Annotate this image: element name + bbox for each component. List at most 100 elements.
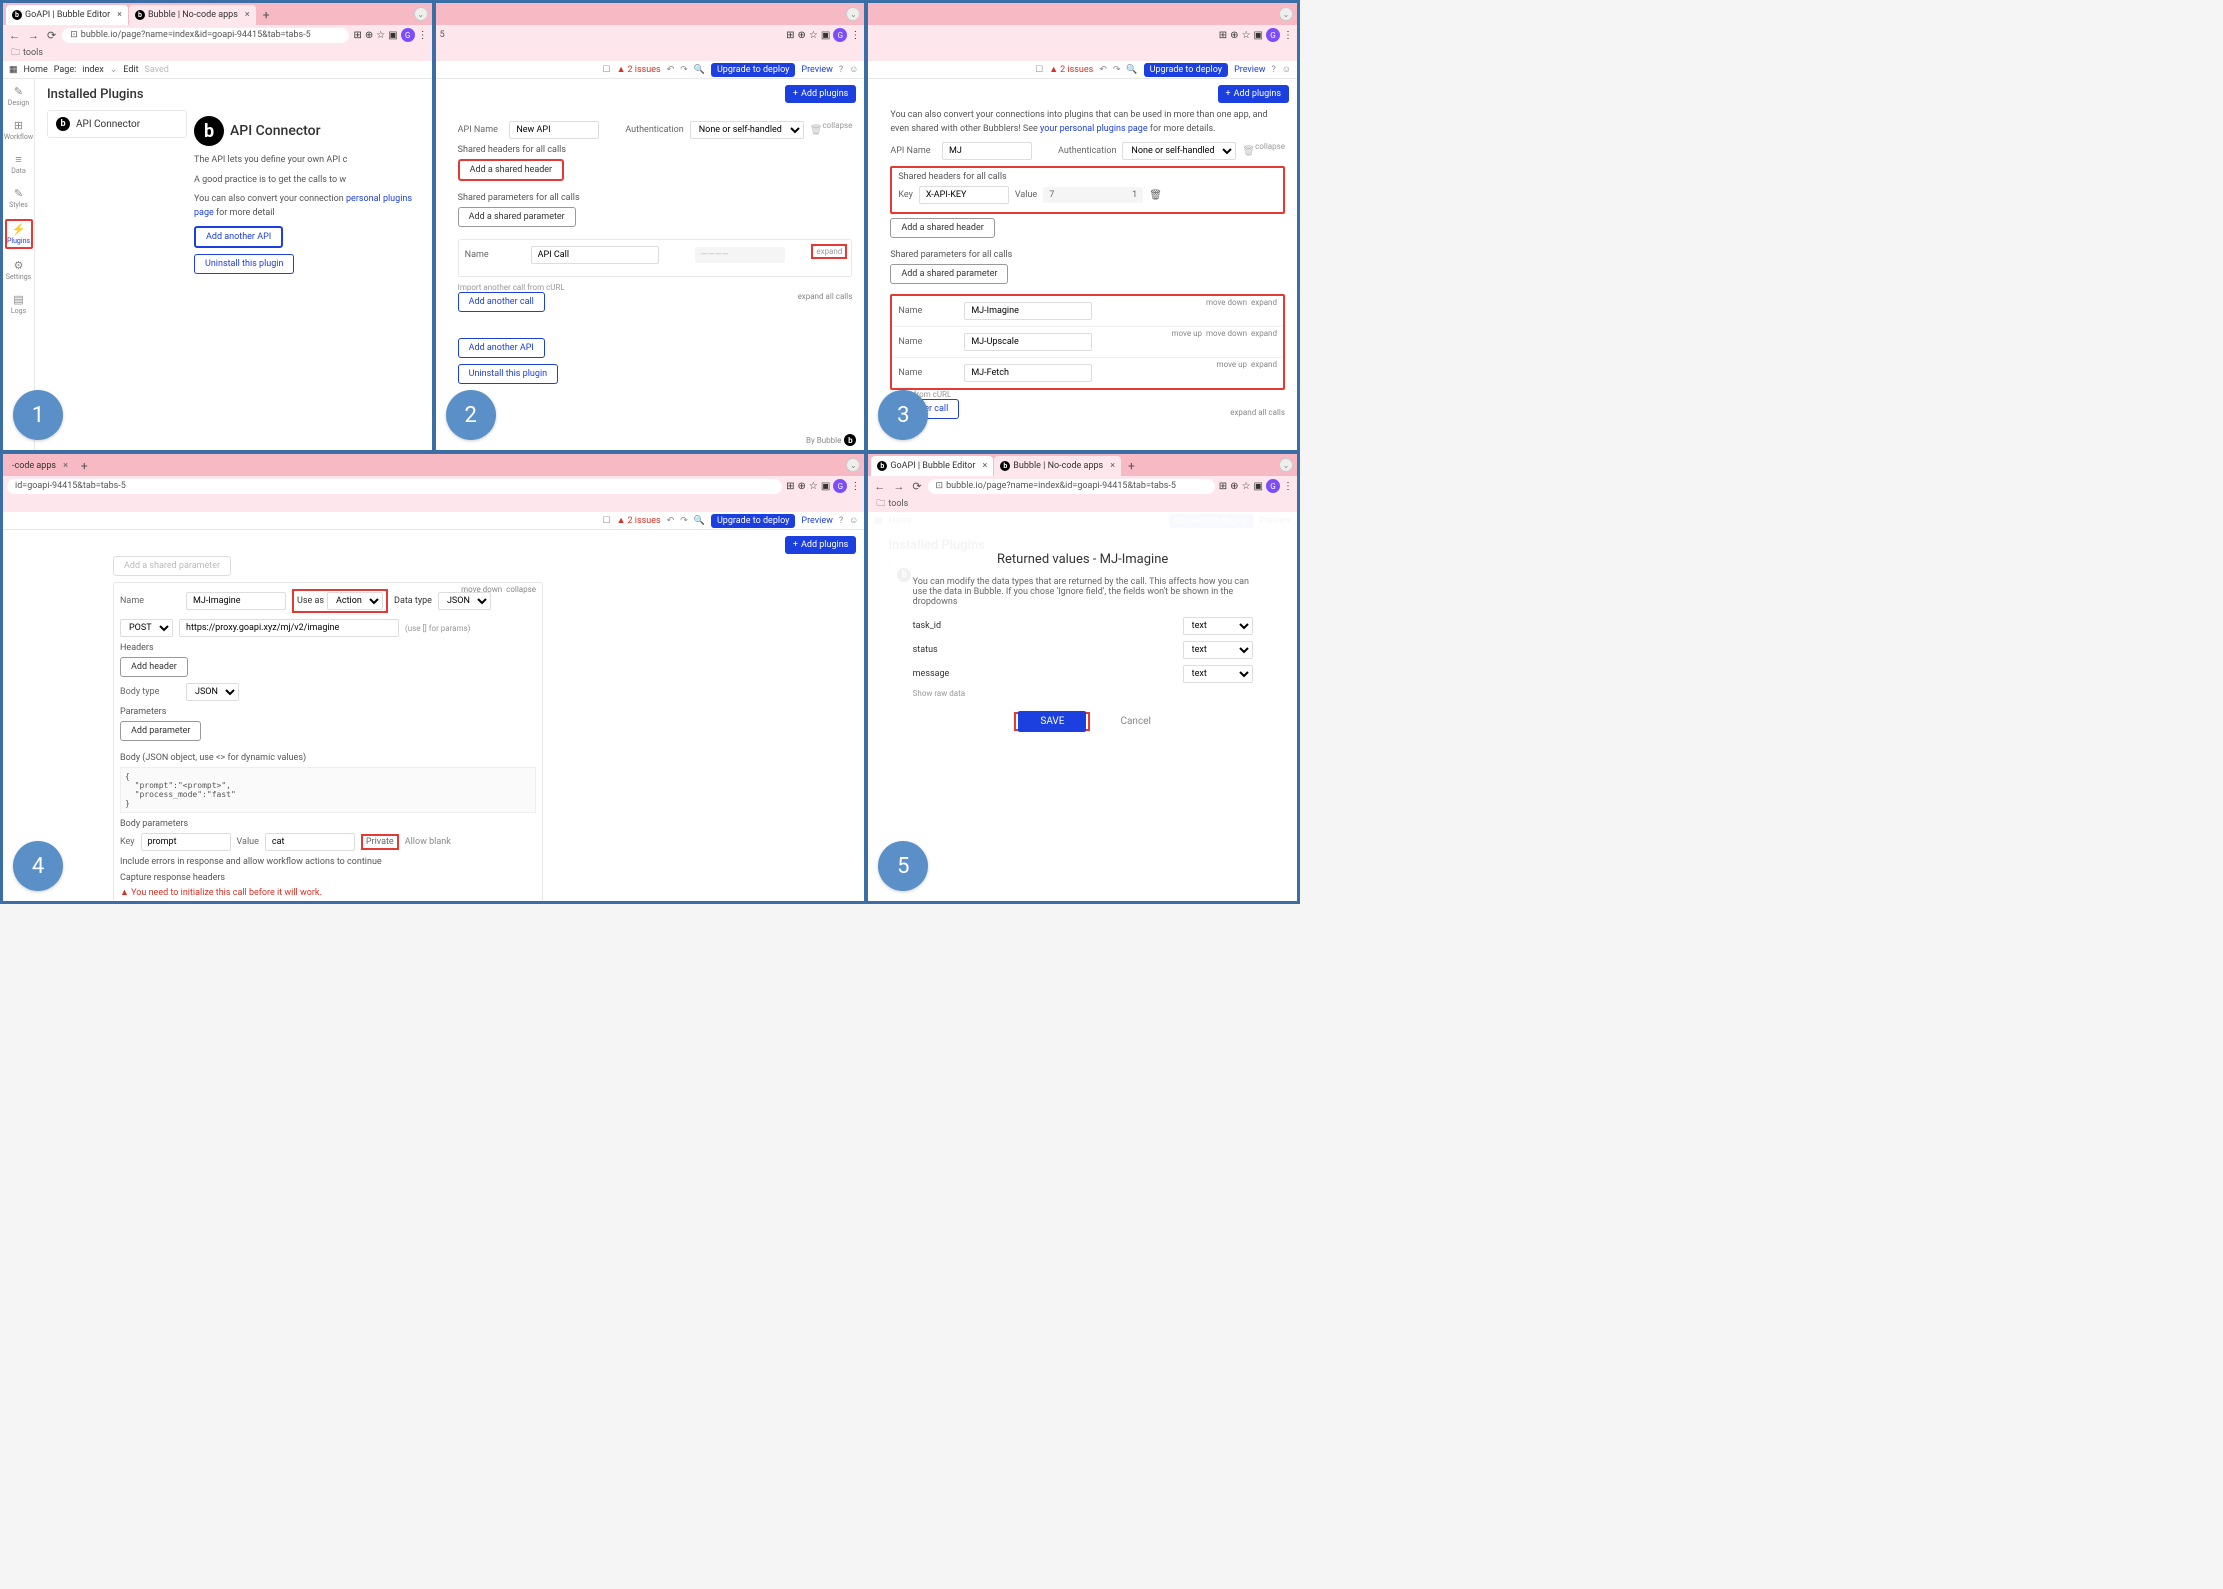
add-header-button[interactable]: Add header xyxy=(120,657,188,677)
close-icon[interactable]: × xyxy=(117,10,122,20)
method-select[interactable]: POST xyxy=(120,619,173,637)
forward-icon[interactable]: → xyxy=(26,29,41,42)
search-icon[interactable]: 🔍 xyxy=(694,516,705,526)
private-checkbox[interactable]: Private xyxy=(361,834,399,850)
menu-icon[interactable]: ⋮ xyxy=(1283,481,1293,492)
uninstall-button[interactable]: Uninstall this plugin xyxy=(458,364,558,384)
search-icon[interactable]: 🔍 xyxy=(694,65,705,75)
window-min-icon[interactable]: ⌄ xyxy=(1279,7,1293,21)
plugin-card[interactable]: b API Connector xyxy=(47,110,187,138)
puzzle-icon[interactable]: ▣ xyxy=(1254,30,1263,41)
sidebar-data[interactable]: ≡Data xyxy=(5,151,33,177)
body-type-select[interactable]: JSON xyxy=(186,683,239,701)
preview-button[interactable]: Preview xyxy=(1234,65,1265,75)
close-icon[interactable]: × xyxy=(63,461,68,471)
browser-tab[interactable]: b Bubble | No-code apps × xyxy=(994,456,1121,476)
plugins-page-link[interactable]: your personal plugins page xyxy=(1040,124,1148,134)
zoom-icon[interactable]: ⊕ xyxy=(1230,30,1238,41)
deploy-button[interactable]: Upgrade to deploy xyxy=(711,63,795,77)
trash-icon[interactable]: 🗑 xyxy=(1149,190,1162,201)
use-as-select[interactable]: Action xyxy=(327,592,383,610)
deploy-button[interactable]: Upgrade to deploy xyxy=(711,514,795,528)
move-down-link[interactable]: move down xyxy=(1206,329,1247,338)
new-tab-button[interactable]: + xyxy=(257,5,276,25)
sidebar-settings[interactable]: ⚙Settings xyxy=(5,257,33,283)
extension-icon[interactable]: ⊞ xyxy=(1219,481,1227,492)
browser-tab[interactable]: -code apps × xyxy=(6,456,74,476)
add-parameter-button[interactable]: Add parameter xyxy=(120,721,201,741)
avatar[interactable]: G xyxy=(1266,479,1280,493)
undo-icon[interactable]: ↶ xyxy=(667,65,675,75)
close-icon[interactable]: × xyxy=(982,461,987,471)
window-min-icon[interactable]: ⌄ xyxy=(414,7,428,21)
help-icon[interactable]: ? xyxy=(839,516,843,526)
extension-icon[interactable]: ⊞ xyxy=(786,481,794,492)
sidebar-workflow[interactable]: ⊞Workflow xyxy=(5,117,33,143)
move-down-link[interactable]: move down xyxy=(1206,298,1247,307)
issues-badge[interactable]: ▲ 2 issues xyxy=(1049,64,1093,75)
body-json-input[interactable]: { "prompt":"<prompt>", "process_mode":"f… xyxy=(120,767,536,813)
auth-select[interactable]: None or self-handled xyxy=(690,121,804,139)
edit-tab[interactable]: Edit xyxy=(123,65,138,75)
close-icon[interactable]: × xyxy=(245,10,250,20)
gift-icon[interactable]: ☐ xyxy=(603,516,611,526)
endpoint-input[interactable] xyxy=(179,619,399,637)
field-type-select[interactable]: text xyxy=(1183,665,1253,683)
call-name-input[interactable] xyxy=(186,592,286,610)
bookmark-folder[interactable]: tools xyxy=(23,48,43,58)
user-icon[interactable]: ☺ xyxy=(849,515,858,526)
header-key-input[interactable] xyxy=(919,186,1009,204)
issues-badge[interactable]: ▲ 2 issues xyxy=(617,64,661,75)
add-header-button[interactable]: Add a shared header xyxy=(458,159,564,181)
call-name-input[interactable] xyxy=(964,333,1092,351)
menu-icon[interactable]: ⋮ xyxy=(1283,30,1293,41)
redo-icon[interactable]: ↷ xyxy=(680,516,688,526)
avatar[interactable]: G xyxy=(1266,28,1280,42)
include-errors-label[interactable]: Include errors in response and allow wor… xyxy=(120,857,536,867)
bookmark-folder[interactable]: tools xyxy=(888,499,908,509)
data-type-select[interactable]: JSON xyxy=(438,592,491,610)
add-param-button[interactable]: Add a shared parameter xyxy=(458,207,576,227)
trash-icon[interactable]: 🗑 xyxy=(1242,146,1255,157)
puzzle-icon[interactable]: ▣ xyxy=(821,481,830,492)
add-api-button[interactable]: Add another API xyxy=(194,226,283,248)
field-type-select[interactable]: text xyxy=(1183,617,1253,635)
reload-icon[interactable]: ⟳ xyxy=(45,29,58,42)
auth-select[interactable]: None or self-handled xyxy=(1122,142,1236,160)
redo-icon[interactable]: ↷ xyxy=(680,65,688,75)
add-api-button[interactable]: Add another API xyxy=(458,338,545,358)
menu-icon[interactable]: ⋮ xyxy=(850,481,860,492)
window-min-icon[interactable]: ⌄ xyxy=(1279,458,1293,472)
collapse-link[interactable]: collapse xyxy=(506,585,536,594)
expand-link[interactable]: expand xyxy=(811,244,847,259)
call-name-input[interactable] xyxy=(531,246,659,264)
issues-badge[interactable]: ▲ 2 issues xyxy=(617,515,661,526)
user-icon[interactable]: ☺ xyxy=(849,64,858,75)
grid-icon[interactable]: ▦ xyxy=(9,65,18,75)
extension-icon[interactable]: ⊞ xyxy=(353,30,361,41)
allow-blank-label[interactable]: Allow blank xyxy=(405,837,451,847)
extension-icon[interactable]: ⊞ xyxy=(786,30,794,41)
page-value[interactable]: index xyxy=(82,65,103,75)
back-icon[interactable]: ← xyxy=(872,480,887,493)
redo-icon[interactable]: ↷ xyxy=(1113,65,1121,75)
url-input[interactable]: ⊡ bubble.io/page?name=index&id=goapi-944… xyxy=(928,479,1215,494)
new-tab-button[interactable]: + xyxy=(75,456,94,476)
avatar[interactable]: G xyxy=(833,479,847,493)
star-icon[interactable]: ☆ xyxy=(809,481,818,492)
star-icon[interactable]: ☆ xyxy=(1242,481,1251,492)
home-link[interactable]: Home xyxy=(24,65,48,75)
field-type-select[interactable]: text xyxy=(1183,641,1253,659)
browser-tab-active[interactable]: b GoAPI | Bubble Editor × xyxy=(6,5,128,25)
avatar[interactable]: G xyxy=(833,28,847,42)
zoom-icon[interactable]: ⊕ xyxy=(1230,481,1238,492)
puzzle-icon[interactable]: ▣ xyxy=(821,30,830,41)
api-name-input[interactable] xyxy=(942,142,1032,160)
deploy-button[interactable]: Upgrade to deploy xyxy=(1144,63,1228,77)
back-icon[interactable]: ← xyxy=(7,29,22,42)
help-icon[interactable]: ? xyxy=(1272,65,1276,75)
header-value-input[interactable]: 71 xyxy=(1043,187,1143,203)
add-param-button[interactable]: Add a shared parameter xyxy=(113,556,231,576)
menu-icon[interactable]: ⋮ xyxy=(850,30,860,41)
cancel-button[interactable]: Cancel xyxy=(1120,716,1150,727)
